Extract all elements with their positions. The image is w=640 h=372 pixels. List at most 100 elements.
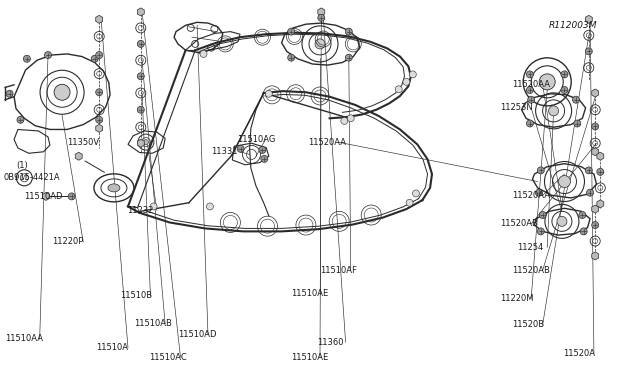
Polygon shape [592,252,598,260]
Text: 11510AF: 11510AF [320,266,357,275]
Circle shape [68,193,75,200]
Circle shape [579,212,586,218]
Circle shape [207,203,213,210]
Circle shape [406,199,413,206]
Circle shape [540,212,546,218]
Text: 11254: 11254 [517,243,543,252]
Polygon shape [318,8,324,16]
Circle shape [96,116,102,123]
Polygon shape [96,15,102,23]
Circle shape [586,48,592,55]
Circle shape [45,52,51,58]
Circle shape [597,169,604,175]
Text: 0B915-4421A: 0B915-4421A [3,173,60,182]
Circle shape [580,228,587,235]
Circle shape [527,87,533,93]
Polygon shape [43,192,49,201]
Circle shape [138,73,144,80]
Circle shape [96,89,102,96]
Circle shape [540,74,556,90]
Circle shape [396,86,402,93]
Circle shape [548,106,559,116]
Circle shape [138,41,144,47]
Circle shape [259,147,266,153]
Text: 11520AB: 11520AB [500,219,538,228]
Circle shape [587,189,593,196]
Circle shape [266,90,272,97]
Circle shape [413,190,419,197]
Circle shape [288,28,294,35]
Circle shape [592,123,598,130]
Ellipse shape [108,184,120,192]
Circle shape [315,39,325,49]
Circle shape [527,120,533,127]
Text: 11510AB: 11510AB [134,319,172,328]
Text: 11520AA: 11520AA [512,191,550,200]
Circle shape [561,71,568,78]
Circle shape [261,155,268,162]
Text: 11520B: 11520B [512,320,544,329]
Polygon shape [592,205,598,213]
Circle shape [559,176,570,187]
Text: 11220M: 11220M [500,294,534,303]
Polygon shape [138,139,144,147]
Polygon shape [592,89,598,97]
Text: 11510AG: 11510AG [237,135,275,144]
Circle shape [54,84,70,100]
Circle shape [536,189,542,196]
Circle shape [96,52,102,58]
Circle shape [557,217,567,226]
Polygon shape [597,152,604,160]
Circle shape [24,55,30,62]
Text: 11232: 11232 [127,206,153,215]
Text: 11510AD: 11510AD [24,192,63,201]
Circle shape [138,106,144,113]
Circle shape [410,71,416,78]
Text: 11360: 11360 [317,338,343,347]
Circle shape [592,222,598,228]
Circle shape [17,116,24,123]
Polygon shape [138,8,144,16]
Circle shape [528,96,534,103]
Circle shape [348,115,354,122]
Circle shape [538,167,544,174]
Text: W: W [22,175,27,180]
Text: 11510B: 11510B [120,291,152,300]
Circle shape [237,145,244,152]
Text: 11220P: 11220P [52,237,84,246]
Text: 11510AE: 11510AE [291,289,328,298]
Circle shape [574,120,580,127]
Circle shape [318,15,324,21]
Text: 11520AB: 11520AB [512,266,550,275]
Text: 11510AA: 11510AA [5,334,43,343]
Polygon shape [586,15,592,23]
Text: 11510AC: 11510AC [149,353,187,362]
Text: R112003M: R112003M [549,21,598,30]
Circle shape [561,87,568,93]
Text: 11510AE: 11510AE [291,353,328,362]
Text: 11520A: 11520A [563,349,595,358]
Circle shape [200,51,207,57]
Polygon shape [76,152,82,160]
Circle shape [143,140,148,145]
Text: 11510A: 11510A [96,343,128,352]
Text: 11520AA: 11520AA [308,138,346,147]
Text: 11331: 11331 [211,147,237,156]
Circle shape [6,90,13,97]
Circle shape [341,118,348,124]
Text: 11253N: 11253N [500,103,533,112]
Polygon shape [597,200,604,208]
Circle shape [150,203,157,210]
Text: (1): (1) [16,161,28,170]
Text: 11350V: 11350V [67,138,99,147]
Circle shape [346,28,352,35]
Polygon shape [96,124,102,132]
Circle shape [92,55,98,62]
Circle shape [538,228,544,235]
Circle shape [403,78,410,85]
Polygon shape [592,148,598,156]
Text: 11510AD: 11510AD [178,330,216,339]
Circle shape [288,54,294,61]
Circle shape [527,71,533,78]
Text: 11520AA: 11520AA [512,80,550,89]
